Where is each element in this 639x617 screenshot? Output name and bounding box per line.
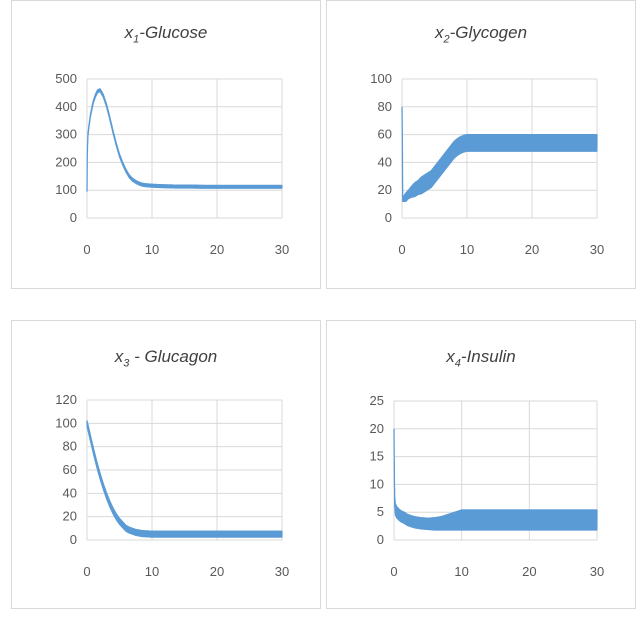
y-tick-label: 20 [370, 421, 384, 436]
x-tick-label: 0 [83, 564, 90, 579]
y-tick-label: 25 [370, 393, 384, 408]
x-tick-label: 20 [525, 242, 539, 257]
series-line [401, 106, 598, 202]
x-tick-label: 0 [390, 564, 397, 579]
y-tick-label: 100 [55, 182, 77, 197]
glucose-plot: 0 100 200 300 400 500 0 10 20 30 [55, 71, 289, 257]
y-tick-label: 60 [63, 462, 77, 477]
y-tick-label: 0 [385, 210, 392, 225]
y-tick-label: 20 [63, 509, 77, 524]
series-line [86, 420, 283, 538]
chart-title: x4-Insulin [446, 347, 516, 370]
y-tick-label: 40 [378, 154, 392, 169]
y-tick-label: 10 [370, 476, 384, 491]
insulin-plot: 0 5 10 15 20 25 0 10 20 30 [370, 393, 605, 579]
x-tick-label: 20 [210, 564, 224, 579]
y-tick-label: 20 [378, 182, 392, 197]
x-tick-label: 10 [460, 242, 474, 257]
x-tick-label: 30 [590, 242, 604, 257]
x-tick-label: 20 [210, 242, 224, 257]
insulin-chart-panel: x4-Insulin 0 5 10 15 20 25 0 10 20 30 [326, 320, 636, 609]
chart-title: x1-Glucose [124, 23, 208, 46]
x-tick-label: 0 [83, 242, 90, 257]
glucagon-chart-panel: x3 - Glucagon 0 20 40 60 80 100 120 0 10 20 30 [11, 320, 321, 609]
y-tick-label: 0 [70, 210, 77, 225]
x-tick-label: 10 [145, 564, 159, 579]
chart-title: x3 - Glucagon [114, 347, 218, 370]
y-tick-label: 200 [55, 154, 77, 169]
x-tick-label: 0 [398, 242, 405, 257]
chart-title: x2-Glycogen [434, 23, 528, 46]
y-tick-label: 500 [55, 71, 77, 86]
x-tick-label: 10 [454, 564, 468, 579]
y-tick-label: 100 [55, 415, 77, 430]
y-tick-label: 100 [370, 71, 392, 86]
y-tick-label: 15 [370, 449, 384, 464]
y-tick-label: 80 [378, 99, 392, 114]
series-line [86, 88, 283, 192]
glucagon-plot: 0 20 40 60 80 100 120 0 10 20 30 [55, 392, 289, 579]
y-tick-label: 80 [63, 439, 77, 454]
series-line [393, 428, 598, 531]
glycogen-chart-panel: x2-Glycogen 0 20 40 60 80 100 0 10 20 30 [326, 0, 636, 289]
y-tick-label: 0 [377, 532, 384, 547]
y-tick-label: 5 [377, 504, 384, 519]
x-tick-label: 30 [275, 564, 289, 579]
y-tick-label: 40 [63, 485, 77, 500]
x-tick-label: 10 [145, 242, 159, 257]
glucose-chart-panel: x1-Glucose 0 100 200 300 400 500 0 10 20 30 [11, 0, 321, 289]
x-tick-label: 30 [590, 564, 604, 579]
x-tick-label: 30 [275, 242, 289, 257]
y-tick-label: 400 [55, 99, 77, 114]
y-tick-label: 120 [55, 392, 77, 407]
x-tick-label: 20 [522, 564, 536, 579]
glycogen-plot: 0 20 40 60 80 100 0 10 20 30 [370, 71, 604, 257]
y-tick-label: 0 [70, 532, 77, 547]
y-tick-label: 60 [378, 127, 392, 142]
y-tick-label: 300 [55, 127, 77, 142]
